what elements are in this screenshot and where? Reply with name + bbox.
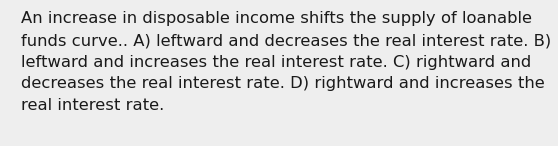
Text: An increase in disposable income shifts the supply of loanable
funds curve.. A) : An increase in disposable income shifts … xyxy=(21,12,551,113)
